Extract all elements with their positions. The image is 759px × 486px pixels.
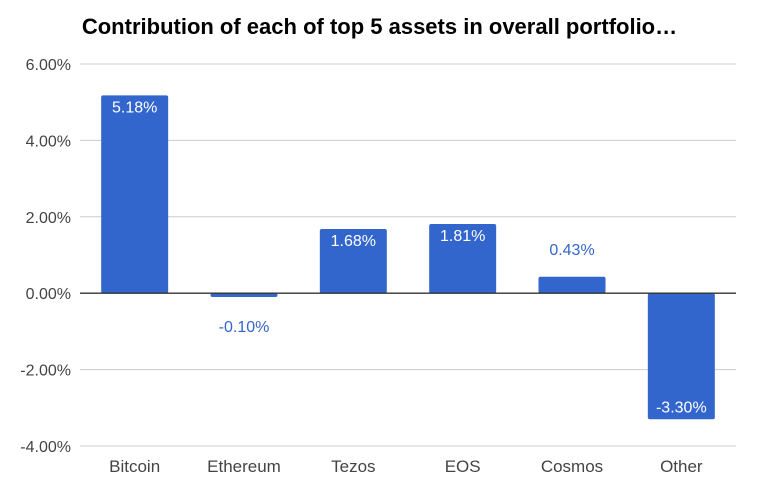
x-axis-category-labels: Bitcoin Ethereum Tezos EOS Cosmos Other [109, 457, 703, 476]
x-tick-label: EOS [445, 457, 481, 476]
bars [101, 95, 715, 420]
y-tick-label: 0.00% [26, 286, 71, 303]
y-tick-label: 6.00% [26, 57, 71, 74]
y-tick-label: -2.00% [20, 363, 71, 380]
bar [647, 293, 715, 420]
gridlines [80, 63, 736, 447]
data-label: 1.68% [331, 233, 376, 250]
bar [319, 229, 387, 294]
data-label: 1.81% [440, 228, 485, 245]
y-axis-tick-labels: 6.00% 4.00% 2.00% 0.00% -2.00% -4.00% [20, 57, 71, 456]
data-label: -0.10% [219, 319, 270, 336]
data-label: 5.18% [112, 99, 157, 116]
x-tick-label: Other [660, 457, 703, 476]
bar [538, 276, 606, 294]
chart-title: Contribution of each of top 5 assets in … [81, 14, 678, 39]
y-tick-label: -4.00% [20, 439, 71, 456]
x-tick-label: Ethereum [207, 457, 281, 476]
data-label: 0.43% [549, 242, 594, 259]
bar [429, 224, 497, 294]
data-labels: 5.18% -0.10% 1.68% 1.81% 0.43% -3.30% [112, 99, 707, 416]
data-label: -3.30% [656, 399, 707, 416]
x-tick-label: Bitcoin [109, 457, 160, 476]
bar [210, 293, 278, 298]
x-tick-label: Cosmos [541, 457, 603, 476]
bar [101, 95, 169, 294]
y-tick-label: 2.00% [26, 210, 71, 227]
y-tick-label: 4.00% [26, 133, 71, 150]
x-tick-label: Tezos [331, 457, 375, 476]
